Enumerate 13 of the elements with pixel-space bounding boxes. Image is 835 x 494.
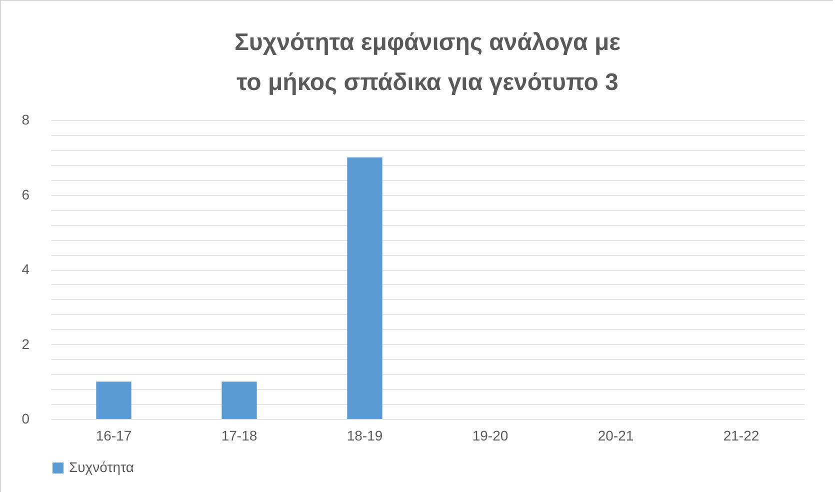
x-tick-label: 19-20	[472, 428, 508, 444]
x-tick-label: 20-21	[598, 428, 634, 444]
x-tick-label: 18-19	[346, 428, 383, 444]
y-tick-label: 4	[22, 261, 30, 277]
x-tick-label: 21-22	[723, 428, 760, 444]
legend-label: Συχνότητα	[69, 459, 134, 475]
y-tick-label: 8	[22, 112, 30, 128]
y-tick-label: 0	[22, 410, 30, 426]
x-tick-label: 17-18	[221, 428, 258, 444]
chart-title: Συχνότητα εμφάνισης ανάλογα με το μήκος σπάδικα για γενότυπο 3	[234, 29, 621, 96]
y-tick-label: 6	[22, 186, 30, 202]
y-tick-label: 2	[22, 336, 30, 352]
x-tick-label: 16-17	[96, 428, 132, 444]
